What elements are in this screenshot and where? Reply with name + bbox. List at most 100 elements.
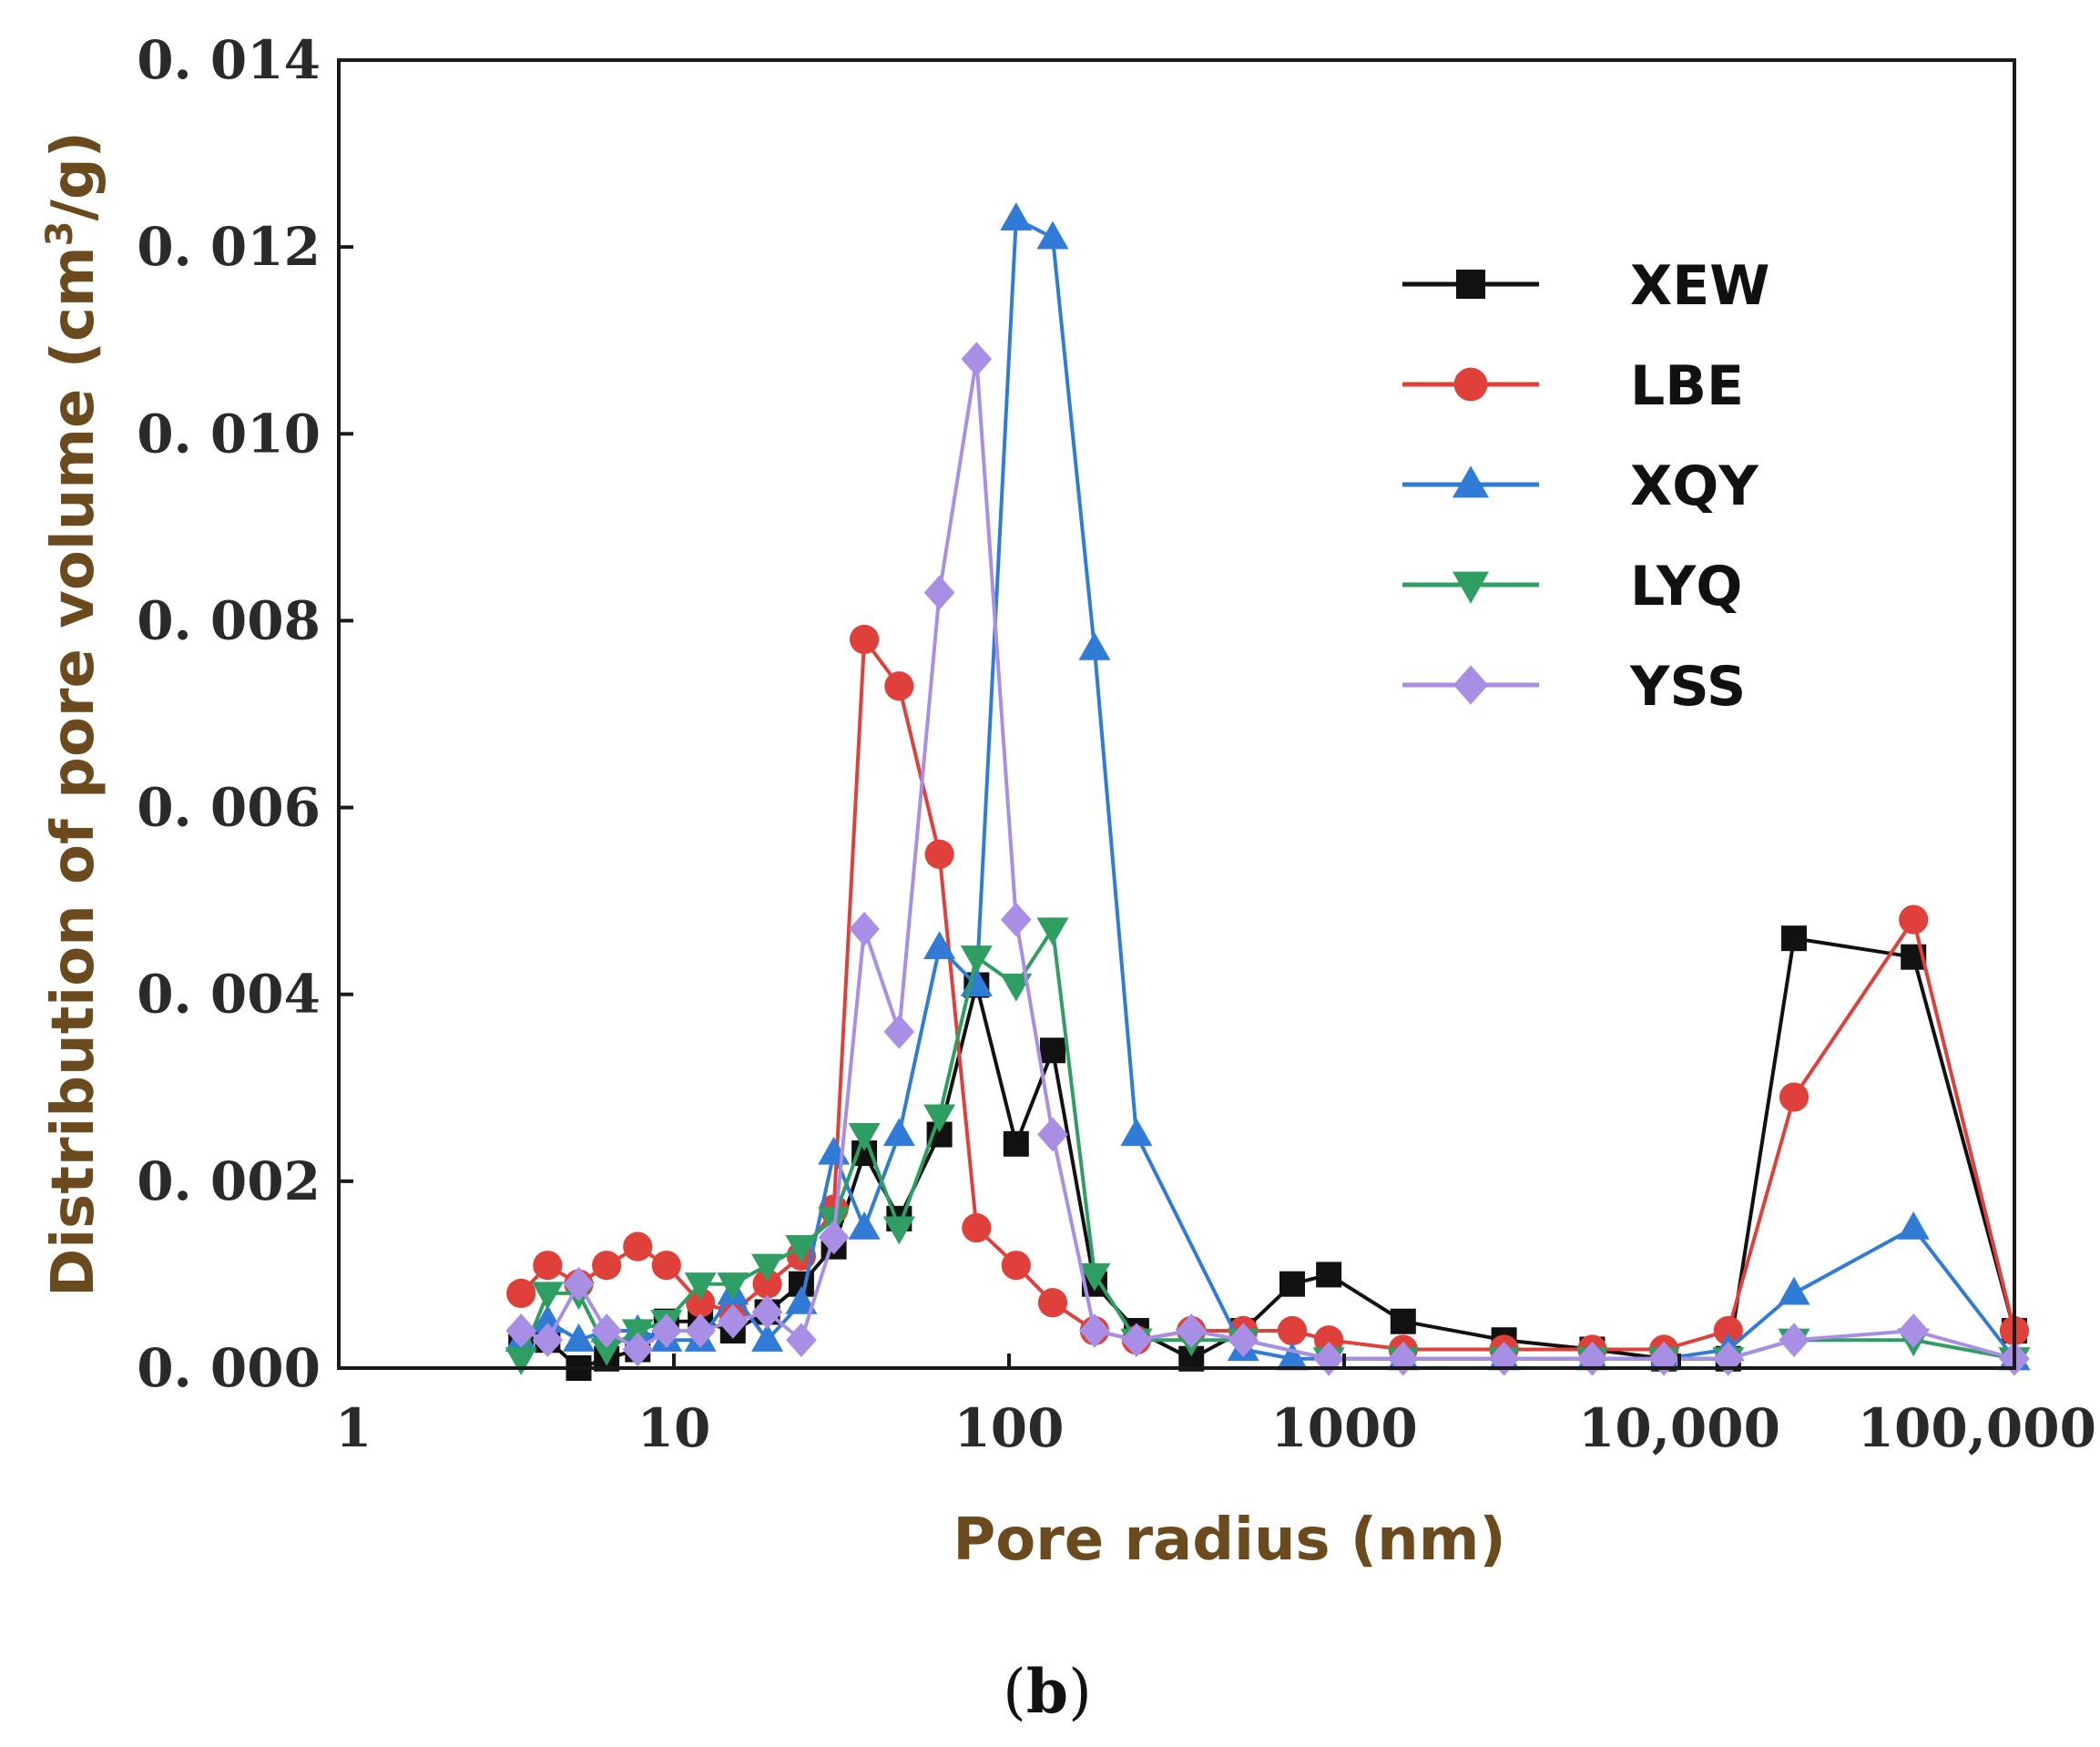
data-point-lbe [651, 1251, 681, 1281]
data-point-lyq [1078, 1262, 1111, 1292]
data-point-xqy [1120, 1118, 1153, 1147]
data-point-yss [1176, 1313, 1208, 1348]
x-tick-label: 1000 [1270, 1397, 1417, 1459]
legend-label-xew: XEW [1630, 254, 1769, 318]
data-point-xqy [1000, 202, 1033, 230]
legend-marker-yss [1453, 665, 1489, 705]
data-point-xqy [1036, 220, 1069, 250]
legend-item-yss: YSS [1402, 655, 1746, 719]
data-point-xqy [751, 1323, 784, 1352]
data-point-yss [1648, 1341, 1679, 1376]
data-point-lyq [684, 1272, 717, 1301]
data-point-xqy [848, 1211, 881, 1240]
data-point-yss [651, 1313, 682, 1348]
data-point-lyq [717, 1272, 749, 1301]
data-point-xew [1316, 1262, 1342, 1288]
data-point-lbe [752, 1269, 782, 1299]
data-point-lbe [884, 671, 914, 701]
data-point-lbe [962, 1213, 992, 1243]
data-point-yss [849, 912, 880, 946]
x-tick-label: 10,000 [1578, 1397, 1780, 1459]
data-point-xqy [562, 1323, 595, 1352]
data-point-xew [1039, 1037, 1065, 1064]
data-point-lbe [1713, 1315, 1743, 1346]
data-point-yss [1079, 1313, 1110, 1348]
y-tick-label: 0. 002 [137, 1150, 321, 1212]
data-point-xqy [882, 1118, 915, 1147]
legend-item-xqy: XQY [1402, 455, 1759, 518]
caption-close: ) [1068, 1657, 1092, 1727]
data-point-lyq [751, 1253, 784, 1282]
data-point-xqy [1897, 1211, 1930, 1240]
legend-marker-xqy [1453, 465, 1489, 498]
legend-item-lyq: LYQ [1402, 555, 1742, 618]
data-point-yss [1779, 1323, 1809, 1358]
data-point-xew [1279, 1271, 1305, 1297]
data-point-xqy [923, 931, 956, 960]
y-tick-label: 0. 010 [137, 403, 321, 465]
data-point-lbe [1001, 1251, 1031, 1281]
data-point-lbe [849, 624, 880, 655]
data-point-xew [1390, 1308, 1416, 1334]
series-lbe [506, 624, 2030, 1364]
plot-frame [337, 58, 2016, 1370]
y-tick-label: 0. 008 [137, 589, 321, 651]
data-point-yss [786, 1323, 817, 1358]
y-tick-label: 0. 006 [137, 777, 321, 839]
data-point-xqy [1276, 1342, 1309, 1371]
legend-marker-lbe [1453, 367, 1488, 402]
y-axis-label: Distribution of pore volume (cm3/g) [39, 131, 107, 1297]
x-axis-label: Pore radius (nm) [953, 1507, 1505, 1574]
data-point-lbe [592, 1251, 622, 1281]
data-point-lbe [1779, 1082, 1809, 1112]
series-line-lbe [519, 637, 2016, 1352]
data-point-yss [1228, 1323, 1259, 1358]
series-yss [505, 342, 2030, 1376]
legend: XEW LBE XQY LYQ YSS [1402, 254, 1769, 719]
data-point-lyq [590, 1337, 623, 1366]
legend-marker-xew [1456, 270, 1485, 299]
x-tick-label: 10 [637, 1397, 711, 1459]
data-point-lyq [505, 1347, 537, 1375]
data-point-lyq [785, 1235, 818, 1263]
data-point-lyq [1036, 917, 1069, 946]
data-point-xew [1003, 1130, 1029, 1157]
data-point-lbe [1277, 1315, 1308, 1346]
data-point-lbe [533, 1251, 563, 1281]
legend-item-lbe: LBE [1402, 354, 1744, 418]
data-point-yss [883, 1014, 915, 1049]
y-axis-label-tail: /g) [40, 131, 107, 220]
legend-label-lyq: LYQ [1630, 555, 1742, 618]
data-point-yss [923, 575, 955, 610]
data-point-lbe [686, 1288, 716, 1318]
legend-marker-lyq [1453, 571, 1489, 604]
data-point-yss [685, 1313, 716, 1348]
data-point-yss [961, 342, 993, 377]
series-xqy [505, 202, 2031, 1371]
data-point-yss [718, 1303, 749, 1339]
y-axis-label-sup: 3 [39, 221, 81, 247]
data-point-lyq [1000, 973, 1033, 1002]
axis-ticks: 1 10 100 1000 10,000 100,000 0. 000 0. 002 0. 00… [137, 29, 2096, 1459]
y-tick-label: 0. 014 [137, 29, 321, 91]
figure-caption: (b) [1003, 1656, 1092, 1727]
data-point-xqy [785, 1286, 818, 1314]
data-point-lyq [923, 1104, 956, 1133]
legend-item-xew: XEW [1402, 254, 1769, 318]
data-point-lbe [506, 1278, 536, 1309]
series-line-yss [520, 357, 2015, 1361]
y-tick-label: 0. 012 [137, 216, 321, 278]
x-tick-label: 100,000 [1858, 1397, 2096, 1459]
caption-letter: b [1026, 1656, 1068, 1727]
data-point-lyq [960, 945, 993, 974]
data-point-yss [1121, 1323, 1152, 1358]
data-point-yss [532, 1323, 564, 1358]
legend-label-yss: YSS [1629, 655, 1746, 719]
data-point-lyq [531, 1282, 564, 1311]
data-point-xew [1781, 925, 1808, 952]
data-point-xqy [1778, 1276, 1810, 1305]
data-point-yss [1898, 1313, 1930, 1348]
caption-open: ( [1003, 1657, 1026, 1727]
